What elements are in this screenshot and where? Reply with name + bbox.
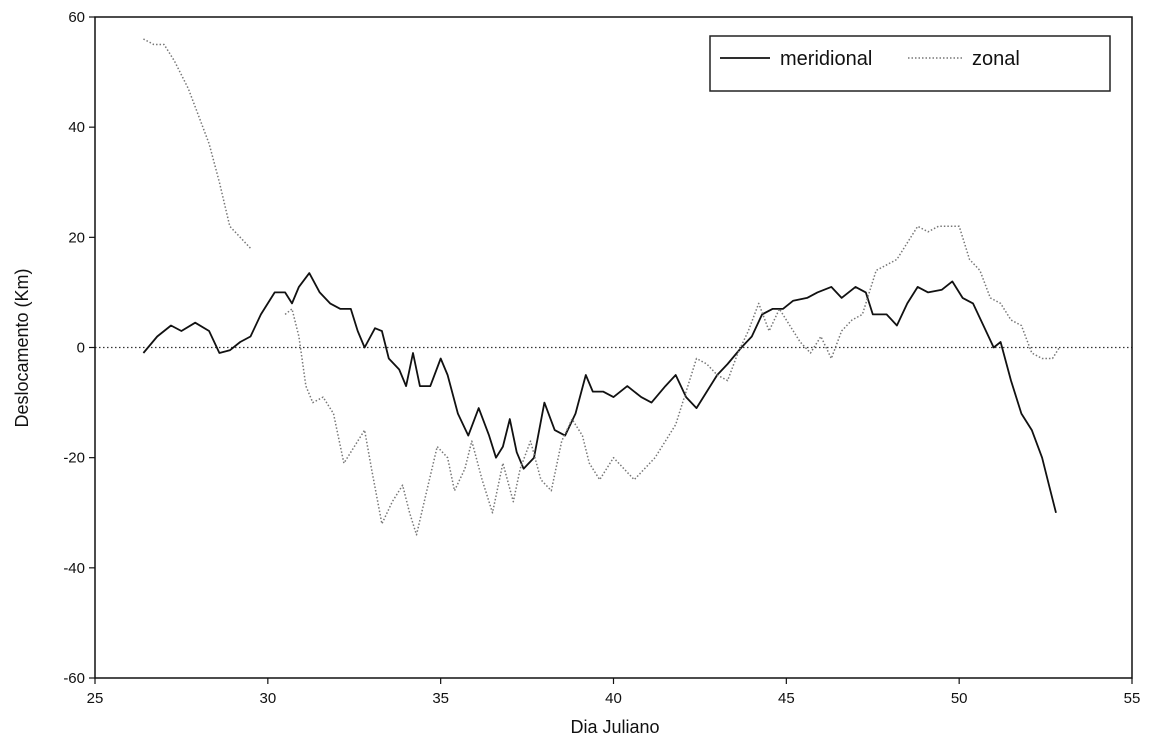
legend-box xyxy=(709,35,1111,92)
plot-area xyxy=(95,38,1132,536)
y-tick-label: 60 xyxy=(68,9,85,26)
y-tick-label: 20 xyxy=(68,229,85,246)
x-axis-title: Dia Juliano xyxy=(570,717,659,737)
y-tick-label: 0 xyxy=(77,340,85,357)
legend-label-zonal: zonal xyxy=(972,48,1020,70)
series-line-zonal xyxy=(143,38,1061,536)
y-tick-label: -40 xyxy=(63,560,85,577)
x-tick-label: 50 xyxy=(951,690,968,707)
x-tick-label: 45 xyxy=(778,690,795,707)
x-tick-label: 55 xyxy=(1124,690,1141,707)
x-tick-label: 35 xyxy=(432,690,449,707)
legend-label-meridional: meridional xyxy=(780,48,872,70)
x-tick-label: 25 xyxy=(87,690,104,707)
series-line-meridional xyxy=(142,272,1057,514)
y-axis-title: Deslocamento (Km) xyxy=(12,268,32,427)
y-tick-label: -60 xyxy=(63,670,85,687)
y-tick-label: -20 xyxy=(63,450,85,467)
axes: 25 30 35 40 45 50 55 -60 -40 -20 0 20 40 60 xyxy=(63,9,1140,707)
y-tick-label: 40 xyxy=(68,119,85,136)
legend: meridional zonal xyxy=(709,35,1111,92)
x-tick-label: 40 xyxy=(605,690,622,707)
x-tick-label: 30 xyxy=(259,690,276,707)
